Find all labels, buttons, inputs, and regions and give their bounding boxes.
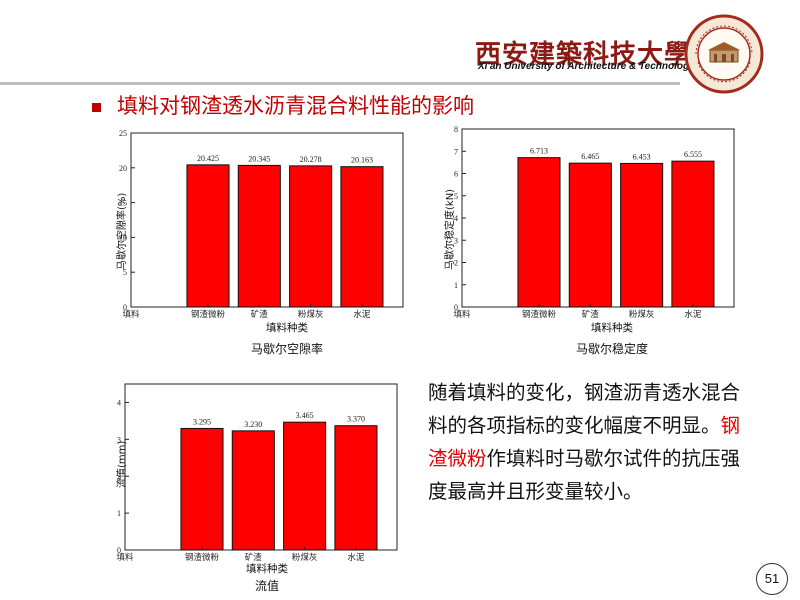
y-tick-label: 5 — [454, 192, 458, 201]
bar — [568, 162, 612, 308]
bar-value-label: 20.425 — [197, 154, 219, 163]
bar — [231, 430, 275, 551]
y-tick-label: 4 — [454, 214, 458, 223]
y-tick-label: 3 — [454, 236, 458, 245]
chart-caption: 流值 — [254, 579, 279, 593]
x-tick-label: 矿渣 — [582, 309, 600, 320]
bar — [517, 157, 561, 308]
x-tick-label: 粉煤灰 — [629, 309, 655, 320]
bar-value-label: 6.453 — [633, 152, 651, 161]
summary-paragraph: 随着填料的变化，钢渣沥青透水混合料的各项指标的变化幅度不明显。钢渣微粉作填料时马… — [428, 376, 758, 508]
page-number: 51 — [756, 563, 788, 595]
bar — [620, 162, 664, 308]
bar-value-label: 6.713 — [530, 147, 548, 156]
y-tick-label: 2 — [117, 472, 121, 481]
y-tick-label: 10 — [119, 233, 127, 242]
y-axis-label: 流值(mm) — [117, 440, 128, 488]
y-tick-label: 1 — [454, 281, 458, 290]
chart-svg: 0 5 10 15 20 25 填料 20.425 钢渣微粉 20.345 矿渣 20.278 粉煤灰 2… — [119, 129, 404, 320]
university-name-en: Xi'an University of Architecture & Techn… — [478, 61, 695, 72]
bar-value-label: 20.278 — [300, 155, 322, 164]
y-tick-label: 6 — [454, 170, 458, 179]
x-tick-label: 粉煤灰 — [292, 552, 318, 563]
bar-value-label: 3.370 — [347, 415, 365, 424]
x-tick-label: 粉煤灰 — [298, 309, 324, 320]
bar-value-label: 6.555 — [684, 150, 702, 159]
y-axis-label: 马歇尔稳定度(kN) — [445, 188, 456, 270]
bar-value-label: 20.163 — [351, 156, 373, 165]
title-bullet — [92, 103, 101, 112]
x-axis-title-tick: 填料 — [122, 309, 140, 320]
bar — [334, 425, 378, 551]
y-tick-label: 3 — [117, 435, 121, 444]
bar — [340, 166, 384, 308]
summary-text-1: 随着填料的变化，钢渣沥青透水混合料的各项指标的变化幅度不明显。 — [428, 381, 741, 437]
y-tick-label: 0 — [117, 546, 121, 555]
x-tick-label: 矿渣 — [251, 309, 269, 320]
bar-value-label: 3.465 — [296, 411, 314, 420]
x-axis-title-tick: 填料 — [453, 309, 471, 320]
bar-value-label: 6.465 — [581, 152, 599, 161]
x-axis-label: 填料种类 — [591, 322, 633, 334]
x-axis-label: 填料种类 — [246, 563, 288, 575]
x-tick-label: 钢渣微粉 — [191, 309, 226, 320]
bar-value-label: 20.345 — [248, 154, 270, 163]
x-tick-label: 钢渣微粉 — [185, 552, 220, 563]
chart-flow-value: 0 1 2 3 4 填料 3.295 钢渣微粉 3.230 矿渣 3.465 粉煤灰 3.370 水泥 流… — [107, 368, 407, 600]
x-tick-label: 水泥 — [347, 552, 365, 563]
y-tick-label: 8 — [454, 125, 458, 134]
header-divider — [0, 82, 680, 85]
chart-svg: 0 1 2 3 4 5 6 7 8 填料 6.713 钢渣微粉 6.465 矿渣 6.453 粉煤灰 6.555… — [453, 125, 735, 320]
chart-marshall-stability: 0 1 2 3 4 5 6 7 8 填料 6.713 钢渣微粉 6.465 矿渣 6.453 粉煤灰 6.555… — [438, 125, 738, 365]
summary-text-2: 作填料时马歇尔试件的抗压强度最高并且形变量较小。 — [428, 447, 741, 503]
x-tick-label: 矿渣 — [245, 552, 263, 563]
x-axis-label: 填料种类 — [266, 322, 308, 334]
y-tick-label: 25 — [119, 129, 127, 138]
bar — [237, 164, 281, 308]
bar — [289, 165, 333, 308]
y-tick-label: 1 — [117, 509, 121, 518]
summary-highlight: 钢渣微粉 — [428, 414, 741, 470]
y-tick-label: 0 — [123, 303, 127, 312]
chart-svg: 0 1 2 3 4 填料 3.295 钢渣微粉 3.230 矿渣 3.465 粉煤灰 3.370 水泥 — [116, 383, 398, 563]
y-tick-label: 15 — [119, 199, 127, 208]
y-tick-label: 7 — [454, 147, 458, 156]
chart-caption: 马歇尔空隙率 — [250, 342, 323, 356]
x-tick-label: 钢渣微粉 — [522, 309, 557, 320]
y-tick-label: 2 — [454, 259, 458, 268]
bar-value-label: 3.230 — [244, 420, 262, 429]
x-axis-title-tick: 填料 — [116, 552, 134, 563]
bar — [186, 164, 230, 308]
university-logo — [684, 14, 764, 94]
bar — [180, 427, 224, 551]
x-tick-label: 水泥 — [684, 309, 702, 320]
university-name-cn: 西安建築科技大學 — [475, 40, 692, 70]
y-tick-label: 20 — [119, 164, 127, 173]
chart-caption: 马歇尔稳定度 — [575, 342, 648, 356]
chart-marshall-voids: 0 5 10 15 20 25 填料 20.425 钢渣微粉 20.345 矿渣 20.278 粉煤灰 2… — [107, 125, 407, 365]
bar — [671, 160, 715, 308]
y-tick-label: 4 — [117, 398, 121, 407]
y-axis-label: 马歇尔空隙率(%) — [117, 192, 128, 270]
y-tick-label: 5 — [123, 268, 127, 277]
y-tick-label: 0 — [454, 303, 458, 312]
x-tick-label: 水泥 — [353, 309, 371, 320]
bar — [283, 421, 327, 551]
slide-title: 填料对钢渣透水沥青混合料性能的影响 — [117, 94, 474, 118]
bar-value-label: 3.295 — [193, 417, 211, 426]
